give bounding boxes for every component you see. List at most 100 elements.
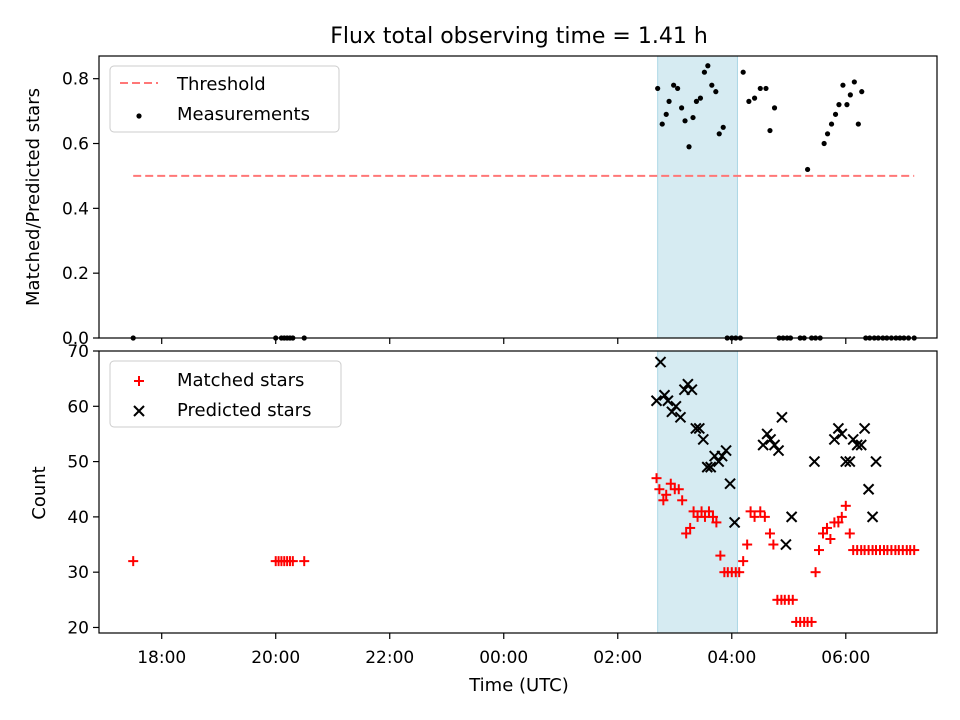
bottom-legend-box — [109, 360, 342, 428]
predicted-star-point — [847, 433, 859, 446]
predicted-star-point — [840, 455, 852, 468]
measurement-point — [666, 98, 672, 104]
matched-star-point — [673, 484, 684, 495]
x-tick-label: 06:00 — [821, 648, 870, 668]
predicted-star-point — [836, 428, 848, 440]
measurement-point — [751, 95, 758, 101]
measurement-point — [720, 124, 726, 130]
predicted-star-point — [650, 395, 663, 407]
predicted-star-point — [712, 455, 725, 468]
threshold-legend-label: Threshold — [176, 74, 266, 95]
measurement-point — [836, 102, 842, 108]
matched-star-point — [909, 545, 920, 556]
measurement-point — [763, 85, 769, 92]
top-legend: Threshold Measurements — [109, 65, 340, 133]
predicted-star-point — [866, 511, 879, 523]
predicted-star-point — [851, 439, 863, 451]
measurement-point — [855, 121, 861, 127]
measurement-point — [659, 121, 665, 127]
predicted-star-point — [870, 455, 882, 468]
top-y-tick-label: 0.8 — [62, 70, 89, 90]
measurement-point — [693, 98, 700, 104]
top-y-tick-label: 0.4 — [62, 199, 89, 219]
predicted-stars-legend-label: Predicted stars — [177, 400, 311, 421]
matched-star-point — [759, 511, 770, 522]
predicted-star-point — [690, 422, 702, 435]
predicted-star-point — [701, 461, 713, 473]
matched-star-point — [734, 567, 745, 578]
predicted-stars-legend-swatch — [133, 405, 145, 417]
measurement-point — [746, 98, 752, 104]
matched-star-point — [768, 539, 779, 550]
matched-star-point — [813, 545, 824, 556]
predicted-star-point — [693, 422, 705, 435]
measurement-point — [821, 140, 827, 147]
measurement-point — [697, 95, 704, 101]
matched-star-point — [821, 522, 832, 533]
matched-star-point — [745, 506, 756, 517]
matched-star-point — [742, 539, 753, 550]
top-y-tick-label: 0.2 — [62, 264, 89, 284]
matched-star-point — [287, 556, 298, 567]
measurement-point — [740, 69, 746, 75]
measurement-point — [655, 85, 661, 92]
top-panel: 0.00.20.40.60.8 Matched/Predicted stars … — [23, 55, 938, 349]
predicted-star-point — [682, 378, 694, 390]
matched-star-point — [836, 511, 847, 522]
bottom-y-tick-label: 70 — [67, 342, 89, 362]
measurement-point — [844, 102, 850, 108]
x-tick-label: 04:00 — [707, 648, 756, 668]
predicted-star-point — [768, 439, 781, 451]
measurement-point — [828, 121, 835, 127]
matched-star-point — [810, 567, 821, 578]
measurement-point — [771, 105, 778, 111]
predicted-star-point — [654, 356, 667, 368]
measurement-point — [767, 127, 773, 134]
predicted-star-point — [670, 400, 682, 413]
matched-star-point — [755, 506, 766, 517]
predicted-star-point — [832, 422, 845, 435]
predicted-star-point — [757, 439, 769, 451]
matched-stars-legend-label: Matched stars — [177, 370, 304, 391]
matched-star-point — [787, 594, 798, 605]
matched-star-point — [685, 522, 696, 533]
predicted-star-point — [658, 389, 671, 401]
bottom-y-tick-label: 40 — [67, 508, 89, 528]
matched-star-point — [665, 478, 676, 489]
bottom-y-tick-label: 50 — [67, 453, 89, 473]
matched-star-point — [128, 556, 139, 567]
predicted-star-point — [720, 444, 732, 457]
measurement-point — [824, 131, 831, 137]
predicted-star-point — [858, 422, 871, 435]
matched-star-point — [817, 528, 828, 539]
x-tick-label: 22:00 — [365, 648, 414, 668]
matched-stars-legend-swatch — [134, 376, 144, 386]
predicted-star-point — [764, 433, 777, 446]
predicted-star-point — [828, 433, 841, 446]
matched-star-point — [711, 517, 722, 528]
measurement-point — [675, 85, 681, 92]
matched-star-point — [844, 528, 855, 539]
matched-star-point — [833, 517, 844, 528]
measurement-point — [663, 111, 669, 117]
measurement-point — [757, 85, 763, 92]
top-y-tick-label: 0.0 — [62, 329, 89, 349]
measurement-point — [701, 69, 708, 75]
matched-star-point — [651, 473, 662, 484]
measurement-point — [804, 166, 811, 173]
top-legend-box — [109, 65, 340, 133]
x-axis-label: Time (UTC) — [468, 675, 569, 696]
predicted-star-point — [808, 455, 821, 468]
measurement-point — [686, 144, 692, 150]
predicted-star-point — [686, 383, 698, 396]
measurement-point — [713, 89, 719, 95]
top-y-axis-label: Matched/Predicted stars — [23, 88, 44, 306]
measurement-point — [671, 82, 677, 88]
x-tick-label: 18:00 — [137, 648, 186, 668]
bottom-y-axis-label: Count — [29, 466, 50, 519]
matched-star-point — [654, 484, 665, 495]
measurement-point — [679, 105, 685, 111]
predicted-star-point — [855, 439, 867, 451]
chart-title: Flux total observing time = 1.41 h — [330, 24, 708, 49]
bottom-panel: 20 30 40 50 60 70 18:00 20:00 22:00 00:00 02:00 04… — [29, 342, 938, 696]
